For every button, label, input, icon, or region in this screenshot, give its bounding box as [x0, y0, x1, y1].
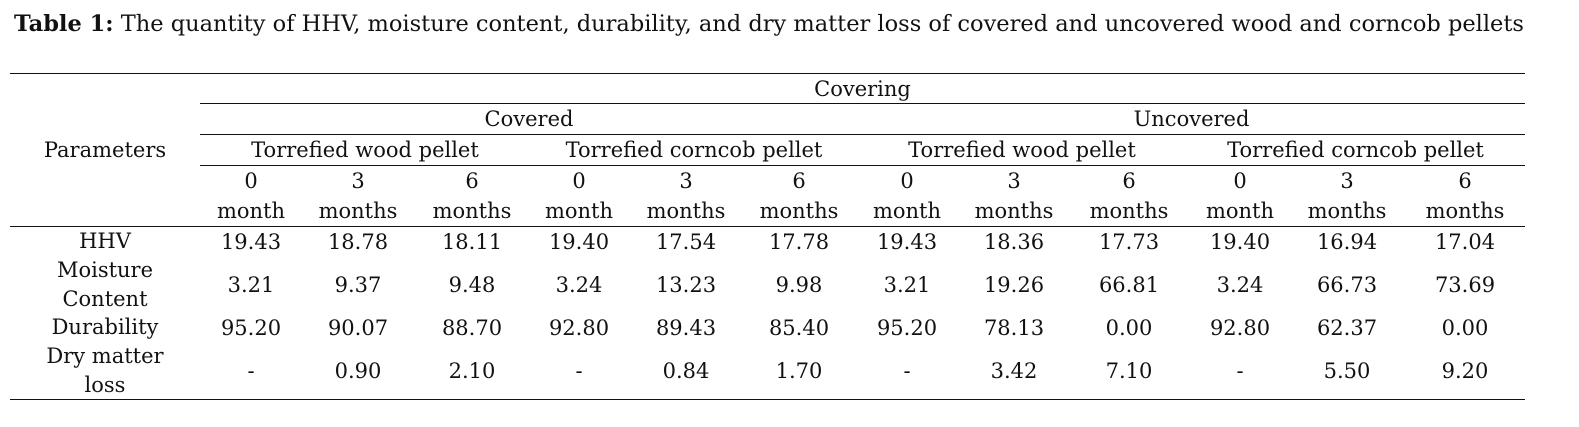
row-parameter-label: Dry matter loss: [46, 344, 164, 397]
table-cell: 18.11: [441, 229, 503, 254]
table-cell: 9.37: [334, 272, 382, 297]
period-number: 3: [679, 169, 693, 193]
header-parameters: Parameters: [43, 138, 167, 162]
table-cell: 18.78: [327, 229, 389, 254]
row-parameter-label: Moisture Content: [56, 258, 154, 311]
period-unit: months: [1089, 199, 1169, 223]
group-rule: [200, 134, 1525, 135]
table-cell: -: [1236, 358, 1244, 383]
pellet-rule: [200, 165, 1525, 166]
table-cell: 2.10: [448, 358, 496, 383]
table-cell: -: [575, 358, 583, 383]
header-group-uncovered: Uncovered: [1133, 107, 1250, 131]
table-cell: 7.10: [1105, 358, 1153, 383]
table-cell: 66.81: [1098, 272, 1160, 297]
period-unit: month: [872, 199, 942, 223]
table-caption-label: Table 1:: [14, 11, 114, 37]
table-cell: 18.36: [983, 229, 1045, 254]
period-unit: months: [646, 199, 726, 223]
period-unit: month: [216, 199, 286, 223]
period-unit: months: [759, 199, 839, 223]
table-caption-text: The quantity of HHV, moisture content, d…: [113, 11, 1524, 37]
table-cell: 1.70: [775, 358, 823, 383]
row-parameter-label: HHV: [79, 229, 131, 253]
table-cell: 16.94: [1316, 229, 1378, 254]
period-number: 0: [572, 169, 586, 193]
header-pellet-2: Torrefied corncob pellet: [565, 138, 823, 162]
period-number: 3: [351, 169, 365, 193]
table-cell: 3.42: [990, 358, 1038, 383]
table-cell: 85.40: [768, 315, 830, 340]
period-unit: months: [432, 199, 512, 223]
period-unit: months: [318, 199, 398, 223]
table-cell: 78.13: [983, 315, 1045, 340]
table-cell: 62.37: [1316, 315, 1378, 340]
header-pellet-3: Torrefied wood pellet: [908, 138, 1136, 162]
table-cell: 95.20: [220, 315, 282, 340]
period-number: 0: [244, 169, 258, 193]
period-number: 0: [900, 169, 914, 193]
table-cell: 17.54: [655, 229, 717, 254]
period-number: 3: [1340, 169, 1354, 193]
table-cell: 17.73: [1098, 229, 1160, 254]
table-cell: 66.73: [1316, 272, 1378, 297]
table-cell: 88.70: [441, 315, 503, 340]
period-number: 6: [1458, 169, 1472, 193]
table-top-rule: [10, 73, 1525, 74]
period-number: 0: [1233, 169, 1247, 193]
table-cell: 19.40: [548, 229, 610, 254]
table-cell: 3.24: [555, 272, 603, 297]
table-cell: 3.21: [227, 272, 275, 297]
period-number: 6: [1122, 169, 1136, 193]
table-cell: 9.48: [448, 272, 496, 297]
table-cell: 19.26: [983, 272, 1045, 297]
table-cell: 17.04: [1434, 229, 1496, 254]
table-cell: 19.40: [1209, 229, 1271, 254]
table-cell: 92.80: [1209, 315, 1271, 340]
table-cell: 73.69: [1434, 272, 1496, 297]
table-cell: 90.07: [327, 315, 389, 340]
table-cell: 0.00: [1105, 315, 1153, 340]
table-cell: 0.00: [1441, 315, 1489, 340]
period-number: 3: [1007, 169, 1021, 193]
period-unit: months: [1307, 199, 1387, 223]
table-cell: 19.43: [220, 229, 282, 254]
table-cell: 9.20: [1441, 358, 1489, 383]
table-cell: 0.84: [662, 358, 710, 383]
period-number: 6: [465, 169, 479, 193]
table-cell: 5.50: [1323, 358, 1371, 383]
table-cell: 19.43: [876, 229, 938, 254]
header-pellet-4: Torrefied corncob pellet: [1227, 138, 1484, 162]
table-bottom-rule: [10, 399, 1525, 400]
period-unit: months: [974, 199, 1054, 223]
table-cell: 95.20: [876, 315, 938, 340]
table-cell: 0.90: [334, 358, 382, 383]
table-cell: 9.98: [775, 272, 823, 297]
period-number: 6: [792, 169, 806, 193]
row-parameter-label: Durability: [51, 315, 159, 339]
period-unit: month: [544, 199, 614, 223]
period-unit: months: [1425, 199, 1505, 223]
table-cell: 3.24: [1216, 272, 1264, 297]
period-unit: month: [1205, 199, 1275, 223]
header-covering: Covering: [814, 77, 911, 101]
header-group-covered: Covered: [484, 107, 574, 131]
covering-rule: [200, 103, 1525, 104]
table-cell: 13.23: [655, 272, 717, 297]
table-caption: Table 1: The quantity of HHV, moisture c…: [10, 8, 1528, 41]
table-cell: 89.43: [655, 315, 717, 340]
table-cell: -: [903, 358, 911, 383]
header-pellet-1: Torrefied wood pellet: [251, 138, 479, 162]
table-cell: -: [247, 358, 255, 383]
table-cell: 92.80: [548, 315, 610, 340]
table-cell: 3.21: [883, 272, 931, 297]
header-bottom-rule: [10, 226, 1525, 227]
table-cell: 17.78: [768, 229, 830, 254]
